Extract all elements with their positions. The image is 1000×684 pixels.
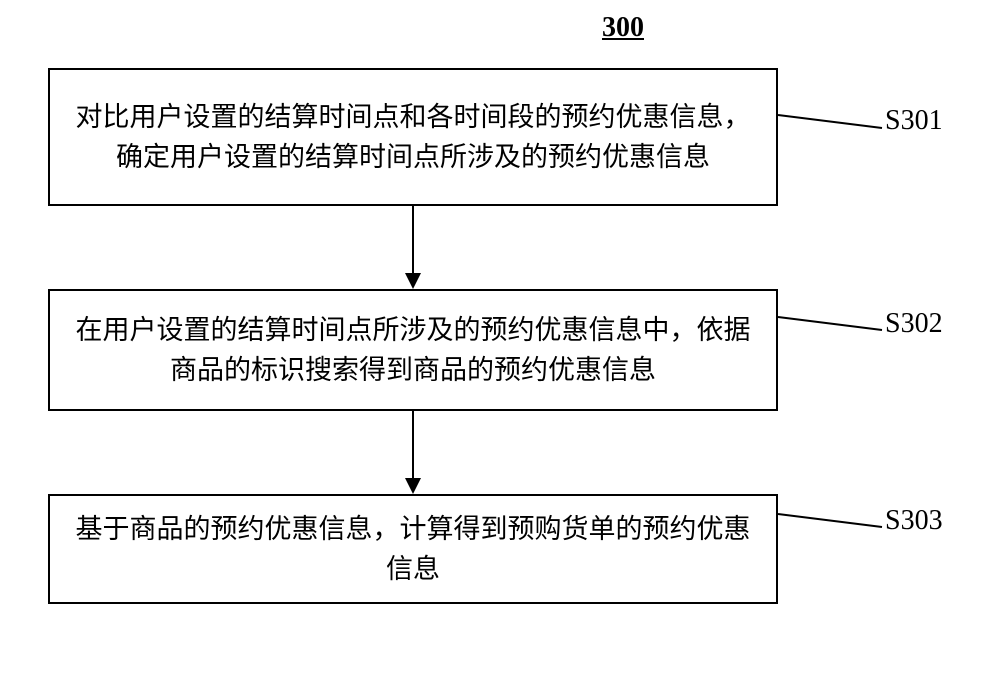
step-text-3: 基于商品的预约优惠信息，计算得到预购货单的预约优惠信息 <box>70 509 756 590</box>
step-box-1: 对比用户设置的结算时间点和各时间段的预约优惠信息，确定用户设置的结算时间点所涉及… <box>48 68 778 206</box>
connector-3 <box>778 514 882 531</box>
connector-1 <box>778 115 882 132</box>
connector-2 <box>778 317 882 334</box>
arrow-1-line <box>412 206 414 273</box>
arrow-2-line <box>412 411 414 478</box>
step-label-3: S303 <box>885 505 943 537</box>
arrow-1-head <box>405 273 421 289</box>
flowchart-diagram: 300 对比用户设置的结算时间点和各时间段的预约优惠信息，确定用户设置的结算时间… <box>0 0 1000 684</box>
figure-number: 300 <box>602 12 644 44</box>
arrow-2-head <box>405 478 421 494</box>
step-label-1: S301 <box>885 105 943 137</box>
step-box-3: 基于商品的预约优惠信息，计算得到预购货单的预约优惠信息 <box>48 494 778 604</box>
step-text-1: 对比用户设置的结算时间点和各时间段的预约优惠信息，确定用户设置的结算时间点所涉及… <box>70 97 756 178</box>
step-label-2: S302 <box>885 308 943 340</box>
step-box-2: 在用户设置的结算时间点所涉及的预约优惠信息中，依据商品的标识搜索得到商品的预约优… <box>48 289 778 411</box>
step-text-2: 在用户设置的结算时间点所涉及的预约优惠信息中，依据商品的标识搜索得到商品的预约优… <box>70 310 756 391</box>
